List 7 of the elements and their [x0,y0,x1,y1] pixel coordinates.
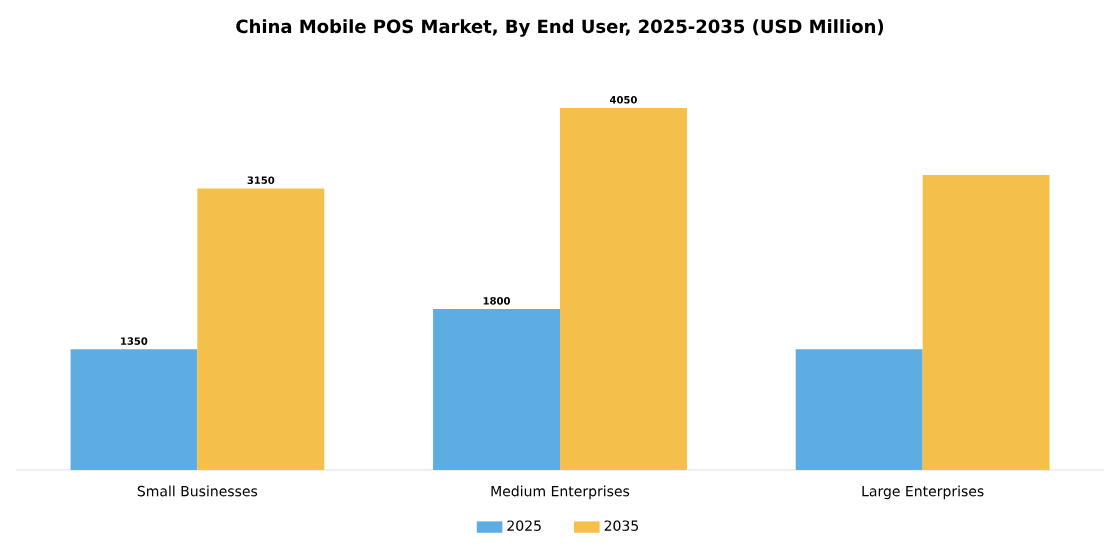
bar [197,188,325,470]
bar [795,349,923,470]
bar [560,107,687,470]
bar [433,309,560,470]
bar [70,349,198,470]
bar [922,174,1050,470]
chart-title: China Mobile POS Market, By End User, 2025-2035 (USD Million) [236,19,884,37]
